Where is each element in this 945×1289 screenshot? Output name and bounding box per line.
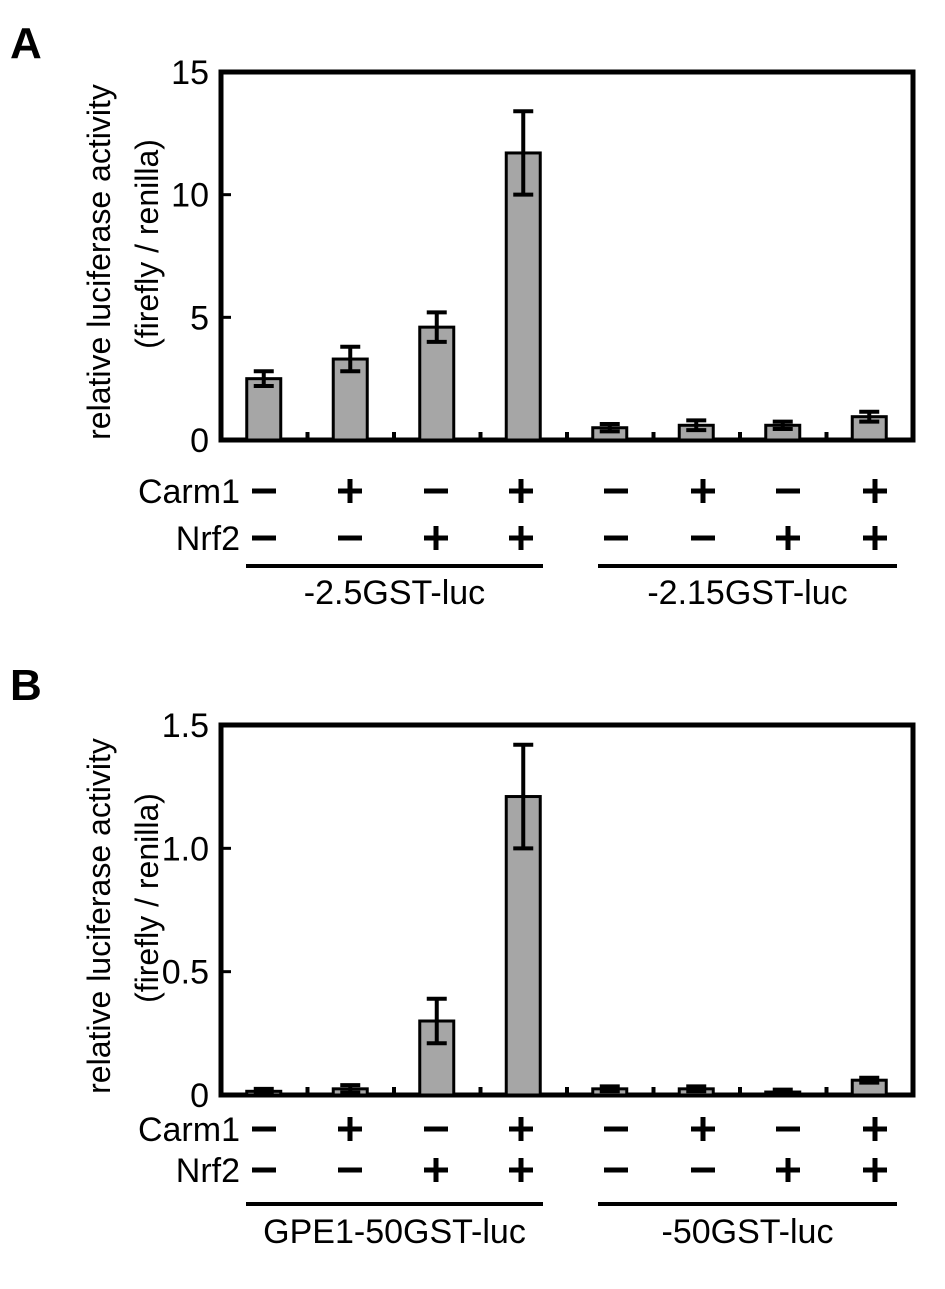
minus-sign: − xyxy=(252,535,276,541)
group-label: GPE1-50GST-luc xyxy=(263,1213,526,1251)
y-tick-label: 0 xyxy=(190,1077,209,1115)
minus-sign: − xyxy=(604,488,628,494)
minus-sign: − xyxy=(604,1167,628,1173)
plus-sign: + xyxy=(509,1158,533,1182)
panel-b: B 0 0.5 1.0 1.5 relative luciferase activity (… xyxy=(10,661,916,1251)
plus-sign: + xyxy=(424,1158,448,1182)
panel-letter: A xyxy=(10,19,42,68)
group-label: -50GST-luc xyxy=(662,1213,834,1251)
panel-letter: B xyxy=(10,661,42,710)
minus-sign: − xyxy=(776,1126,800,1132)
y-tick-label: 0.5 xyxy=(162,954,209,992)
minus-sign: − xyxy=(338,535,362,541)
y-tick-label: 1.0 xyxy=(162,830,209,868)
minus-sign: − xyxy=(604,1126,628,1132)
condition-row-label: Nrf2 xyxy=(176,520,240,558)
minus-sign: − xyxy=(252,1167,276,1173)
minus-sign: − xyxy=(776,488,800,494)
plus-sign: + xyxy=(424,526,448,550)
plus-sign: + xyxy=(338,479,362,503)
y-tick-label: 15 xyxy=(171,54,209,92)
bar xyxy=(245,377,283,442)
condition-row-label: Carm1 xyxy=(138,473,240,511)
minus-sign: − xyxy=(424,488,448,494)
y-axis-label: relative luciferase activity xyxy=(81,738,117,1094)
minus-sign: − xyxy=(424,1126,448,1132)
panel-a: A 0 5 10 15 relative luciferase activity (fire… xyxy=(10,19,916,612)
plus-sign: + xyxy=(776,1158,800,1182)
plot-frame xyxy=(218,69,916,443)
y-tick-label: 1.5 xyxy=(162,707,209,745)
plus-sign: + xyxy=(863,479,887,503)
y-tick-label: 5 xyxy=(190,299,209,337)
plus-sign: + xyxy=(863,1158,887,1182)
plus-sign: + xyxy=(776,526,800,550)
minus-sign: − xyxy=(252,1126,276,1132)
plot-frame xyxy=(218,722,916,1098)
minus-sign: − xyxy=(691,1167,715,1173)
condition-row-label: Carm1 xyxy=(138,1111,240,1149)
group-label: -2.5GST-luc xyxy=(304,574,485,612)
minus-sign: − xyxy=(252,488,276,494)
y-axis-label-units: (firefly / renilla) xyxy=(129,139,165,349)
bar xyxy=(418,325,456,442)
plus-sign: + xyxy=(863,1117,887,1141)
plus-sign: + xyxy=(863,526,887,550)
y-tick-label: 0 xyxy=(190,422,209,460)
condition-row-label: Nrf2 xyxy=(176,1152,240,1190)
plus-sign: + xyxy=(509,1117,533,1141)
plus-sign: + xyxy=(509,479,533,503)
plus-sign: + xyxy=(509,526,533,550)
plus-sign: + xyxy=(691,479,715,503)
y-axis-label-units: (firefly / renilla) xyxy=(129,793,165,1003)
y-tick-label: 10 xyxy=(171,177,209,215)
minus-sign: − xyxy=(604,535,628,541)
plus-sign: + xyxy=(338,1117,362,1141)
minus-sign: − xyxy=(691,535,715,541)
group-label: -2.15GST-luc xyxy=(647,574,847,612)
plus-sign: + xyxy=(691,1117,715,1141)
minus-sign: − xyxy=(338,1167,362,1173)
y-axis-label: relative luciferase activity xyxy=(81,84,117,440)
